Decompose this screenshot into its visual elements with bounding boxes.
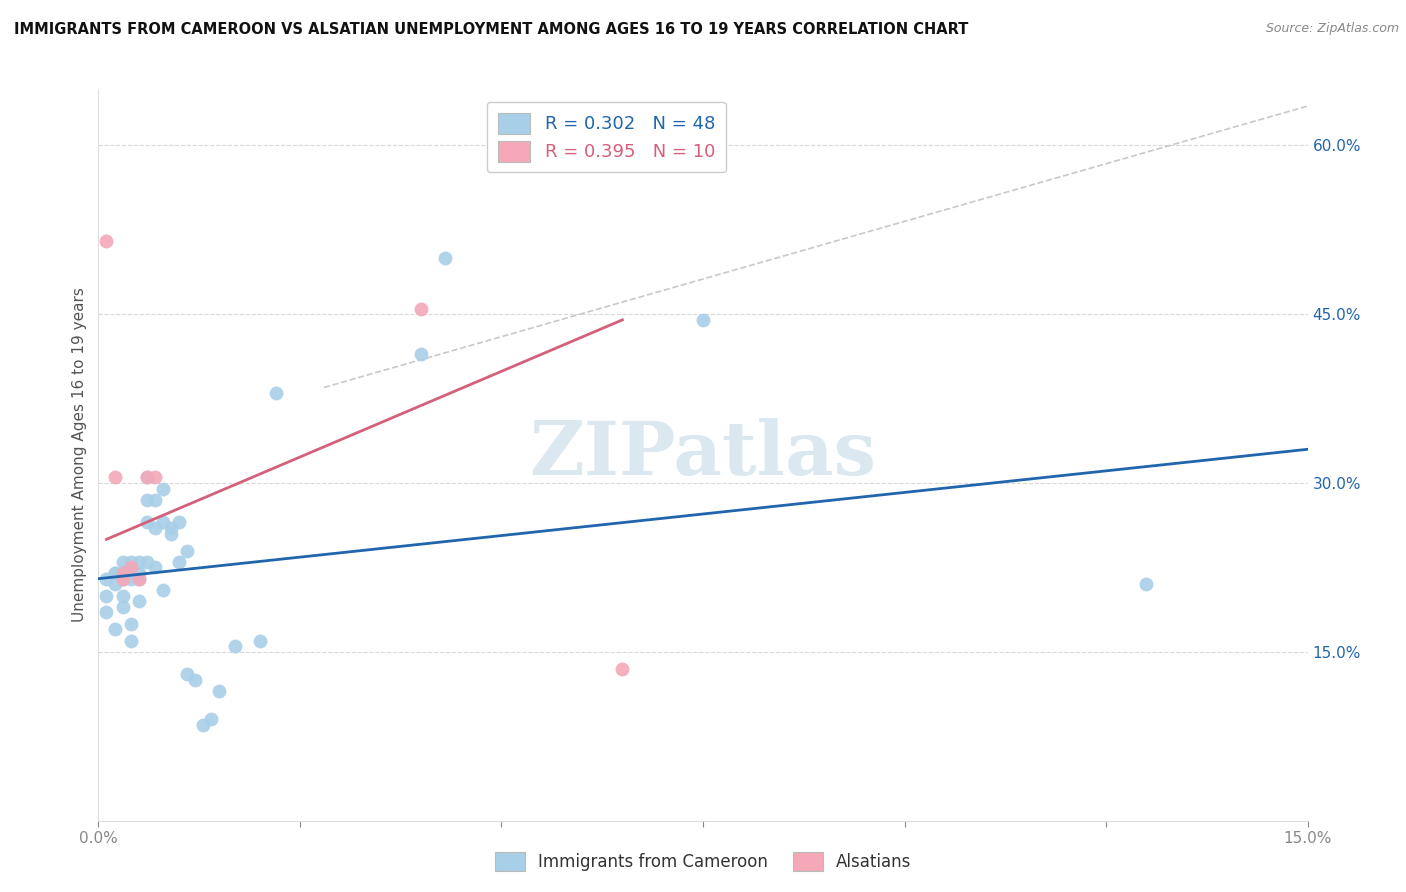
Point (103, 623, 125, 637)
Point (143, 560, 166, 574)
Point (120, 566, 142, 580)
Point (434, 251, 457, 265)
Point (135, 555, 157, 569)
Point (612, 662, 634, 676)
Point (135, 516, 157, 530)
Point (1135, 577, 1157, 591)
Point (120, 633, 142, 648)
Point (96, 234, 118, 248)
Point (143, 470, 166, 484)
Point (160, 526, 183, 541)
Point (143, 492, 166, 507)
Point (176, 543, 198, 558)
Point (111, 589, 134, 603)
Point (111, 555, 134, 569)
Point (135, 470, 157, 484)
Point (193, 718, 215, 732)
Point (409, 301, 432, 316)
Y-axis label: Unemployment Among Ages 16 to 19 years: Unemployment Among Ages 16 to 19 years (72, 287, 87, 623)
Point (120, 616, 142, 631)
Point (208, 684, 231, 698)
Point (409, 346, 432, 360)
Point (184, 673, 207, 687)
Point (167, 555, 190, 569)
Point (111, 572, 134, 586)
Point (103, 566, 125, 580)
Point (120, 572, 142, 586)
Point (176, 667, 198, 681)
Point (120, 555, 142, 569)
Point (111, 599, 134, 614)
Point (96, 589, 118, 603)
Point (143, 521, 166, 535)
Text: Source: ZipAtlas.com: Source: ZipAtlas.com (1265, 22, 1399, 36)
Point (96, 572, 118, 586)
Point (135, 492, 157, 507)
Point (111, 572, 134, 586)
Point (128, 566, 150, 580)
Point (264, 386, 287, 401)
Point (96, 606, 118, 620)
Point (167, 516, 190, 530)
Text: ZIPatlas: ZIPatlas (530, 418, 876, 491)
Point (152, 516, 174, 530)
Point (103, 566, 125, 580)
Point (249, 633, 271, 648)
Point (103, 577, 125, 591)
Point (111, 566, 134, 580)
Point (200, 712, 222, 726)
Point (128, 572, 150, 586)
Legend: Immigrants from Cameroon, Alsatians: Immigrants from Cameroon, Alsatians (488, 846, 918, 878)
Point (152, 482, 174, 496)
Text: IMMIGRANTS FROM CAMEROON VS ALSATIAN UNEMPLOYMENT AMONG AGES 16 TO 19 YEARS CORR: IMMIGRANTS FROM CAMEROON VS ALSATIAN UNE… (14, 22, 969, 37)
Point (160, 521, 183, 535)
Point (135, 470, 157, 484)
Point (120, 560, 142, 574)
Point (128, 572, 150, 586)
Point (692, 313, 714, 327)
Point (224, 639, 246, 653)
Point (111, 566, 134, 580)
Point (128, 555, 150, 569)
Point (103, 470, 125, 484)
Point (128, 594, 150, 608)
Point (152, 582, 174, 597)
